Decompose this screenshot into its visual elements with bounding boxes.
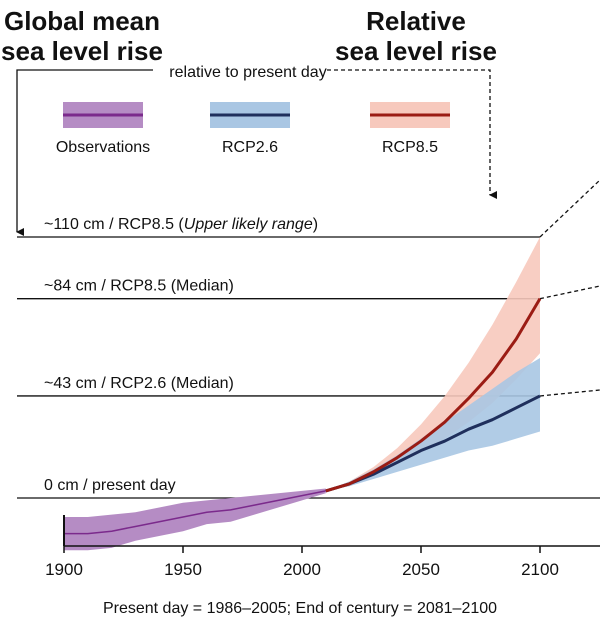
global-connector-line xyxy=(16,69,153,236)
title-global-line1: Global mean xyxy=(4,6,160,36)
x-tick-label: 2050 xyxy=(402,560,440,579)
reference-lines: ~110 cm / RCP8.5 (Upper likely range) ~84… xyxy=(17,179,600,499)
reference-label: 0 cm / present day xyxy=(44,477,176,494)
reference-label: ~110 cm / RCP8.5 (Upper likely range) xyxy=(44,216,318,233)
legend-label: Observations xyxy=(56,139,150,156)
title-relative-line1: Relative xyxy=(366,6,466,36)
reference-connector-dashed xyxy=(539,389,600,397)
band-rcp26 xyxy=(325,357,540,491)
median-line-rcp85 xyxy=(325,297,542,493)
connector-label: relative to present day xyxy=(169,64,326,81)
title-relative-line2: sea level rise xyxy=(335,36,497,66)
x-axis: 1900 1950 2000 2050 2100 xyxy=(45,515,600,579)
relative-connector-line xyxy=(327,69,497,199)
median-lines xyxy=(64,297,542,535)
legend: Observations RCP2.6 RCP8.5 xyxy=(56,102,450,156)
title-global-line2: sea level rise xyxy=(1,36,163,66)
x-tick-label: 2100 xyxy=(521,560,559,579)
median-line-observations xyxy=(64,490,326,535)
x-tick-label: 1900 xyxy=(45,560,83,579)
footer-note: Present day = 1986–2005; End of century … xyxy=(103,600,497,617)
x-tick-label: 2000 xyxy=(283,560,321,579)
reference-label: ~84 cm / RCP8.5 (Median) xyxy=(44,278,234,295)
x-tick-label: 1950 xyxy=(164,560,202,579)
reference-connector-dashed xyxy=(539,285,600,300)
legend-label: RCP2.6 xyxy=(222,139,278,156)
reference-connector-dashed xyxy=(539,179,600,238)
reference-label: ~43 cm / RCP2.6 (Median) xyxy=(44,375,234,392)
legend-label: RCP8.5 xyxy=(382,139,438,156)
